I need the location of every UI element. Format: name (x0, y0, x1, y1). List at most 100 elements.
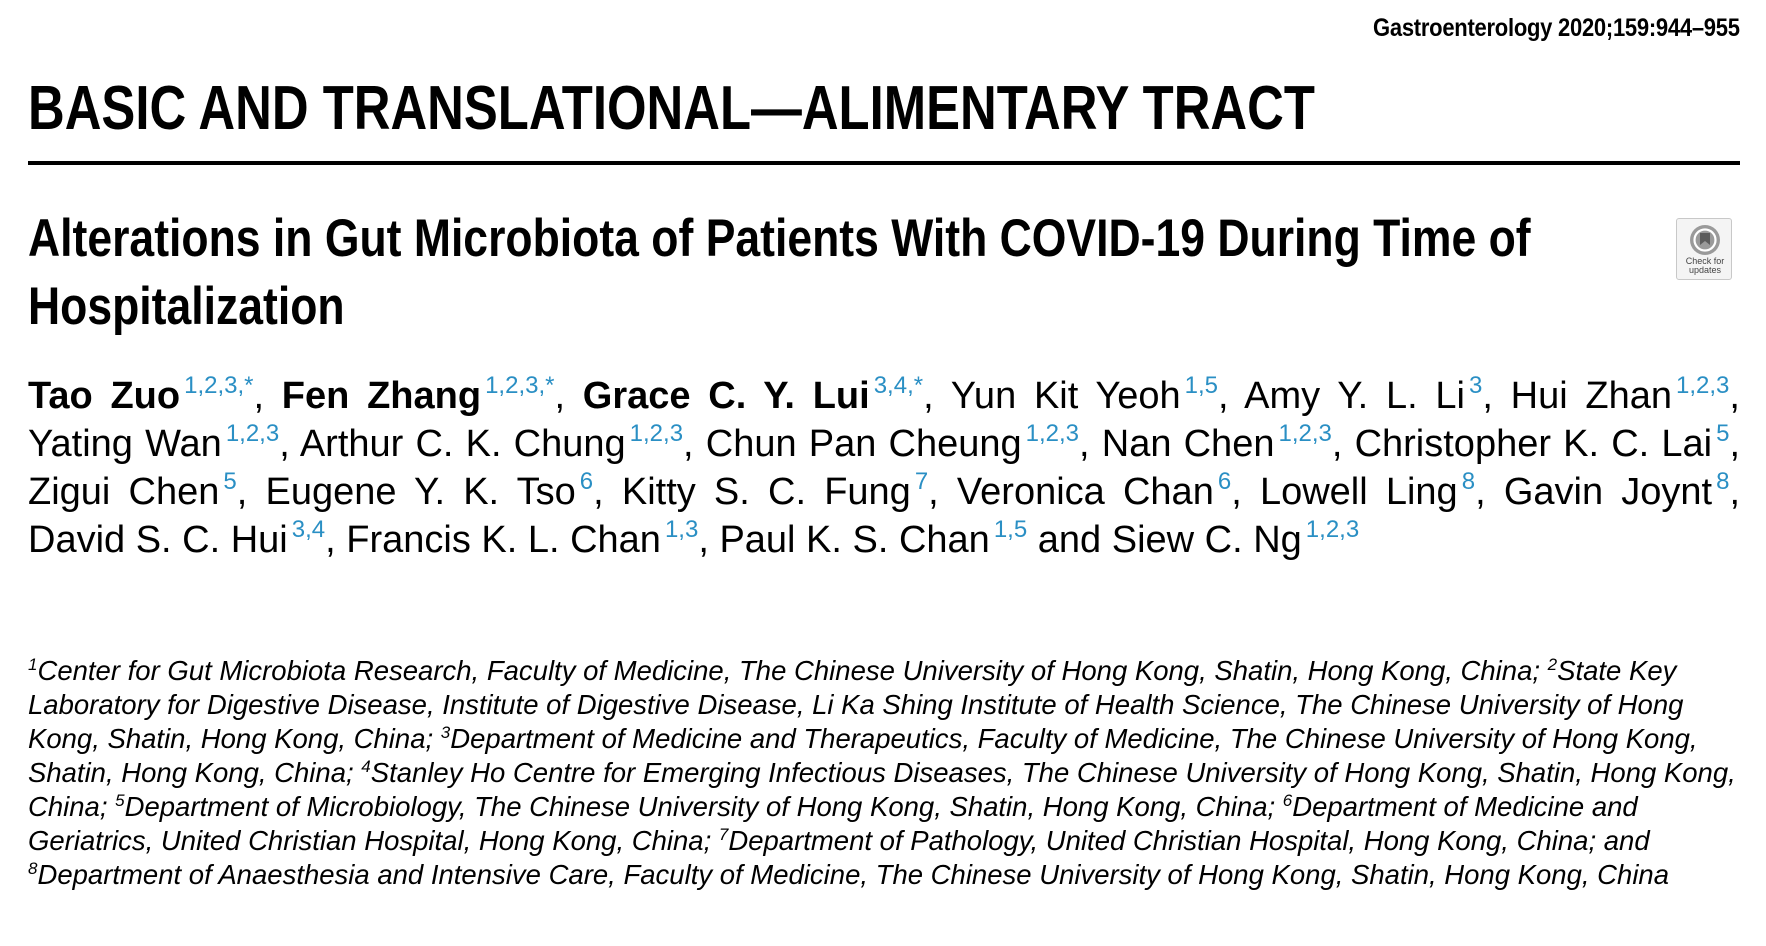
author: Fen Zhang 1,2,3,* (281, 372, 555, 418)
author-separator: , (593, 471, 622, 513)
author-separator: , (236, 471, 266, 513)
affiliation-text: Stanley Ho Centre for Emerging Infectiou… (28, 757, 1736, 822)
author-name: Yating Wan (28, 423, 222, 465)
author-name: Arthur C. K. Chung (299, 423, 626, 465)
affiliation-text: Center for Gut Microbiota Research, Facu… (37, 655, 1548, 686)
author-name: Francis K. L. Chan (346, 519, 661, 561)
author: Kitty S. C. Fung 7 (621, 468, 929, 514)
author-separator: , (683, 423, 706, 465)
affiliation-text: Department of Anaesthesia and Intensive … (37, 859, 1670, 890)
article-title: Alterations in Gut Microbiota of Patient… (28, 209, 1531, 336)
author-separator: , (928, 471, 957, 513)
author-affiliation-link[interactable]: 6 (1217, 468, 1232, 495)
author: David S. C. Hui 3,4 (28, 516, 326, 562)
author-affiliation-link[interactable]: 1,2,3 (1305, 516, 1360, 543)
author: Yun Kit Yeoh 1,5 (950, 372, 1218, 418)
author-separator: , (1482, 375, 1511, 417)
affiliation-number: 8 (28, 859, 38, 878)
author: Gavin Joynt 8 (1503, 468, 1730, 514)
author: Amy Y. L. Li 3 (1244, 372, 1483, 418)
author-name: David S. C. Hui (28, 519, 288, 561)
author-name: Kitty S. C. Fung (621, 471, 911, 513)
author-separator: , (1475, 471, 1504, 513)
affiliation-text: Department of Pathology, United Christia… (728, 825, 1650, 856)
author-separator: , (325, 519, 347, 561)
author-affiliation-link[interactable]: 5 (1716, 420, 1730, 447)
author-name: Hui Zhan (1510, 375, 1672, 417)
affiliation-text: Department of Medicine and Geriatrics, U… (28, 791, 1638, 856)
author: Lowell Ling 8 (1259, 468, 1476, 514)
author-affiliation-link[interactable]: 3,4,* (873, 372, 924, 399)
author-affiliation-link[interactable]: 8 (1461, 468, 1476, 495)
author-name: Eugene Y. K. Tso (265, 471, 576, 513)
affiliation-list: 1Center for Gut Microbiota Research, Fac… (28, 654, 1740, 892)
author-separator: , (1729, 471, 1741, 513)
author-name: Chun Pan Cheung (705, 423, 1022, 465)
section-heading: BASIC AND TRANSLATIONAL—ALIMENTARY TRACT (28, 74, 1315, 143)
author-name: Veronica Chan (956, 471, 1214, 513)
author-separator: and (1027, 519, 1112, 561)
author-name: Grace C. Y. Lui (582, 375, 870, 417)
author-affiliation-link[interactable]: 1,5 (993, 516, 1028, 543)
author-affiliation-link[interactable]: 8 (1716, 468, 1730, 495)
affiliation-number: 3 (440, 723, 451, 742)
author: Nan Chen 1,2,3 (1101, 420, 1332, 466)
affiliation-number: 6 (1282, 791, 1293, 810)
author: Veronica Chan 6 (956, 468, 1232, 514)
author-list: Tao Zuo 1,2,3,*, Fen Zhang 1,2,3,*, Grace … (28, 372, 1740, 564)
author-affiliation-link[interactable]: 1,2,3 (1278, 420, 1332, 447)
affiliation-text: Department of Microbiology, The Chinese … (124, 791, 1283, 822)
author-name: Lowell Ling (1259, 471, 1458, 513)
affiliation-number: 7 (718, 825, 729, 844)
author: Paul K. S. Chan 1,5 (719, 516, 1028, 562)
author-name: Nan Chen (1101, 423, 1275, 465)
check-for-updates-label: Check for updates (1677, 257, 1733, 275)
author-separator: , (554, 375, 583, 417)
author-affiliation-link[interactable]: 1,5 (1184, 372, 1218, 399)
author: Eugene Y. K. Tso 6 (265, 468, 594, 514)
author: Hui Zhan 1,2,3 (1510, 372, 1730, 418)
author: Siew C. Ng 1,2,3 (1111, 516, 1360, 562)
author-name: Zigui Chen (28, 471, 220, 513)
author-affiliation-link[interactable]: 7 (914, 468, 929, 495)
author-affiliation-link[interactable]: 5 (223, 468, 237, 495)
author-affiliation-link[interactable]: 1,2,3 (629, 420, 684, 447)
check-for-updates-line2: updates (1688, 265, 1722, 275)
author: Yating Wan 1,2,3 (28, 420, 280, 466)
section-rule (28, 161, 1740, 165)
author-name: Christopher K. C. Lai (1354, 423, 1713, 465)
author-separator: , (279, 423, 300, 465)
author-affiliation-link[interactable]: 1,3 (664, 516, 699, 543)
author-affiliation-link[interactable]: 1,2,3,* (184, 372, 254, 399)
author-separator: , (1217, 375, 1245, 417)
author-name: Gavin Joynt (1503, 471, 1713, 513)
check-for-updates-line1: Check for (1685, 256, 1725, 266)
author-separator: , (1331, 423, 1355, 465)
author: Arthur C. K. Chung 1,2,3 (299, 420, 684, 466)
author-affiliation-link[interactable]: 1,2,3 (1676, 372, 1730, 399)
check-for-updates-button[interactable]: Check for updates (1676, 218, 1732, 280)
author-name: Yun Kit Yeoh (950, 375, 1181, 417)
affiliation-text: State Key Laboratory for Digestive Disea… (28, 655, 1684, 754)
author-affiliation-link[interactable]: 6 (579, 468, 594, 495)
author-affiliation-link[interactable]: 1,2,3 (225, 420, 280, 447)
author-name: Fen Zhang (281, 375, 482, 417)
affiliation-number: 2 (1547, 655, 1558, 674)
author-affiliation-link[interactable]: 1,2,3 (1025, 420, 1080, 447)
journal-citation: Gastroenterology 2020;159:944–955 (1373, 14, 1740, 42)
author-name: Tao Zuo (28, 375, 181, 417)
author: Tao Zuo 1,2,3,* (28, 372, 254, 418)
author-separator: , (1079, 423, 1102, 465)
crossmark-icon (1690, 225, 1720, 255)
affiliation-number: 5 (115, 791, 125, 810)
author-affiliation-link[interactable]: 3,4 (291, 516, 326, 543)
author-separator: , (1231, 471, 1260, 513)
author: Francis K. L. Chan 1,3 (346, 516, 699, 562)
author-affiliation-link[interactable]: 3 (1468, 372, 1483, 399)
author-separator: , (1729, 423, 1740, 465)
author-name: Siew C. Ng (1111, 519, 1302, 561)
affiliation-number: 1 (28, 655, 38, 674)
author-affiliation-link[interactable]: 1,2,3,* (485, 372, 555, 399)
author: Chun Pan Cheung 1,2,3 (705, 420, 1080, 466)
author-separator: , (698, 519, 720, 561)
